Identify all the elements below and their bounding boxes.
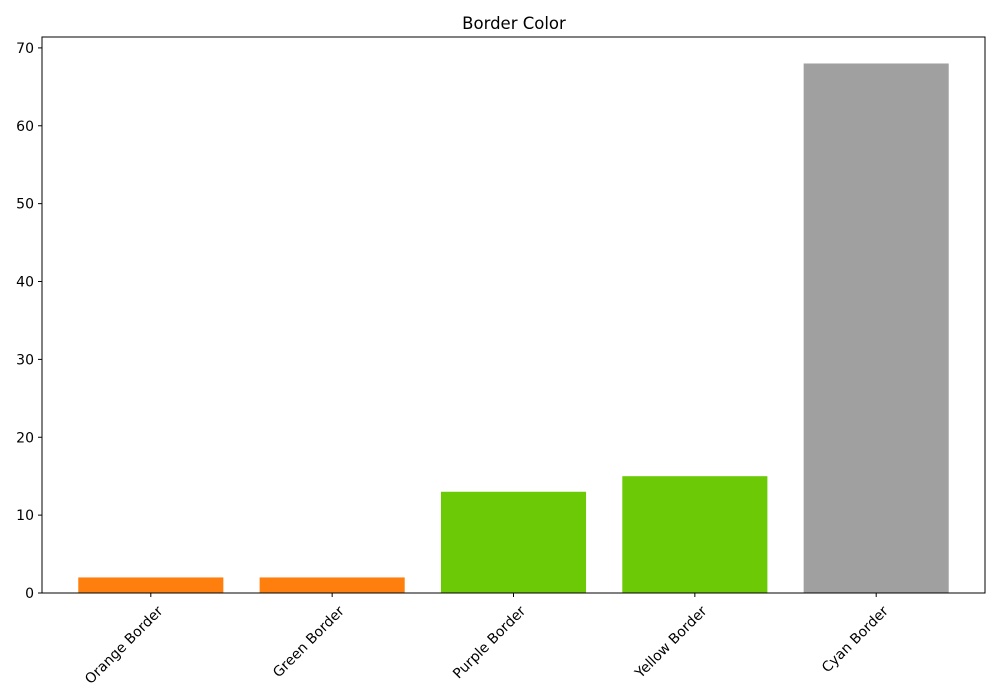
x-tick-label: Cyan Border <box>819 603 892 676</box>
y-tick-label: 20 <box>16 430 34 446</box>
y-tick-label: 40 <box>16 275 34 291</box>
y-tick-label: 70 <box>16 41 34 57</box>
x-tick-label: Green Border <box>270 603 348 681</box>
bar-purple-border <box>440 491 587 593</box>
plot-area: 0 10 20 30 40 50 60 70 Orange Border Green Border… <box>16 36 986 688</box>
bar-orange-border <box>78 577 224 593</box>
x-tick-label: Yellow Border <box>632 603 711 682</box>
y-tick-label: 10 <box>16 508 34 524</box>
y-tick-label: 60 <box>16 119 34 135</box>
y-tick-label: 0 <box>25 586 34 602</box>
x-tick-label: Purple Border <box>450 603 529 682</box>
x-tick-label: Orange Border <box>82 603 166 687</box>
y-tick-label: 30 <box>16 352 34 368</box>
chart-title: Border Color <box>462 14 566 33</box>
bar-green-border <box>259 577 405 593</box>
y-tick-label: 50 <box>16 197 34 213</box>
bar-cyan-border <box>803 63 949 594</box>
bar-yellow-border <box>622 476 768 593</box>
